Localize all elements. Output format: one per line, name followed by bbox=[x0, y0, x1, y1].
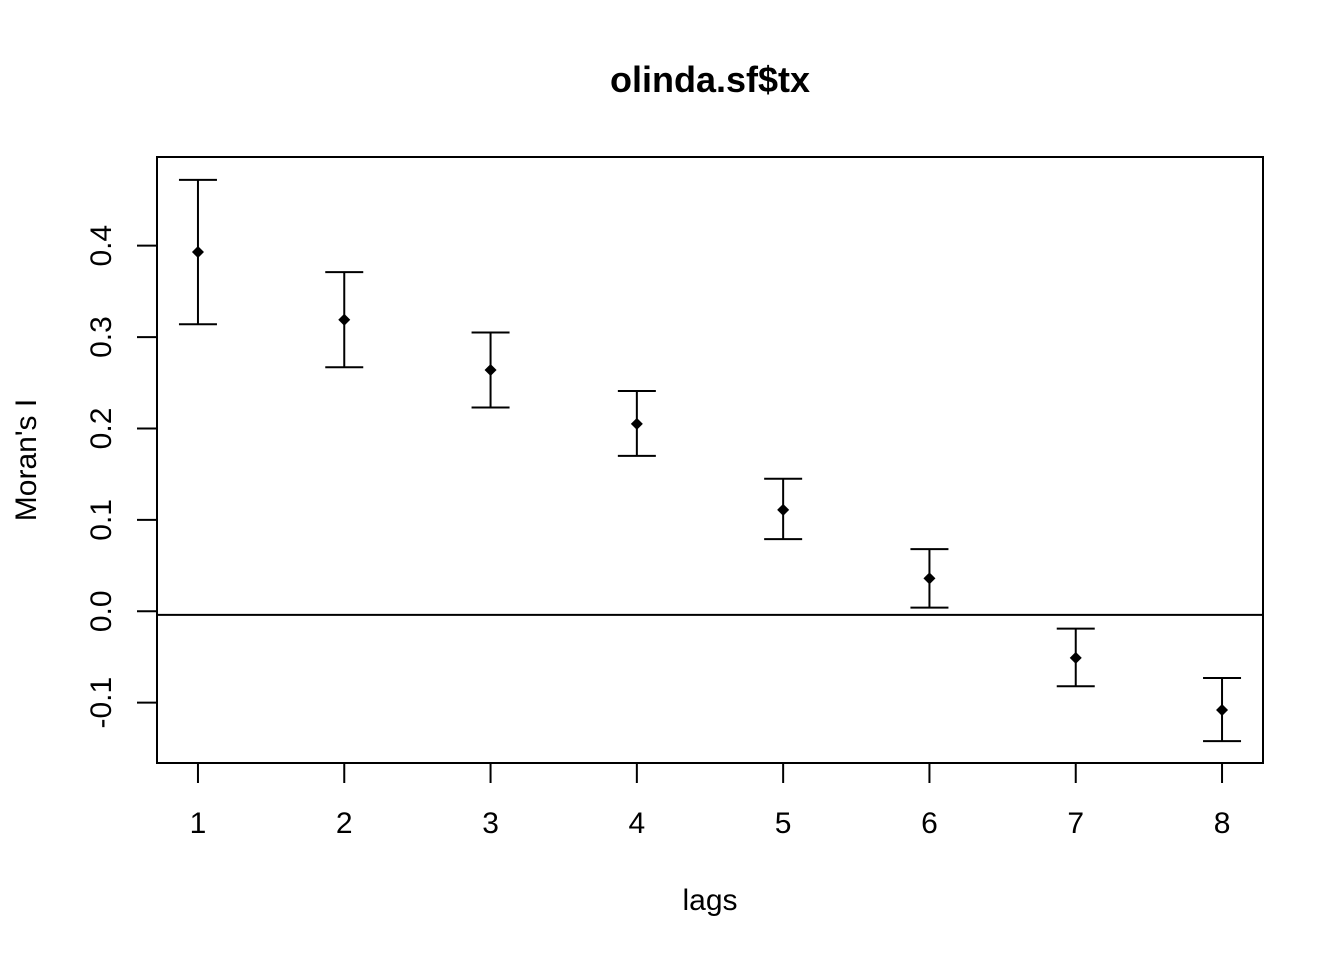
data-point bbox=[484, 363, 497, 376]
data-point bbox=[777, 503, 790, 516]
data-point bbox=[1216, 703, 1229, 716]
x-tick-label: 7 bbox=[1067, 807, 1084, 840]
x-axis-label: lags bbox=[682, 884, 737, 917]
x-tick-label: 4 bbox=[629, 807, 646, 840]
data-point bbox=[338, 313, 351, 326]
x-tick-label: 1 bbox=[190, 807, 207, 840]
point-layer bbox=[191, 246, 1229, 716]
error-bar-layer bbox=[178, 178, 1242, 743]
data-point bbox=[923, 572, 936, 585]
y-tick-label: 0.1 bbox=[85, 499, 118, 541]
data-point bbox=[630, 417, 643, 430]
chart-title: olinda.sf$tx bbox=[610, 59, 810, 100]
x-tick-label: 8 bbox=[1214, 807, 1231, 840]
y-tick-label: 0.2 bbox=[85, 408, 118, 450]
data-point bbox=[1069, 651, 1082, 664]
x-tick-label: 2 bbox=[336, 807, 353, 840]
y-axis-label: Moran's I bbox=[10, 399, 43, 521]
x-tick-label: 5 bbox=[775, 807, 792, 840]
y-tick-label: -0.1 bbox=[85, 677, 118, 729]
plot-frame bbox=[156, 156, 1264, 764]
x-tick-label: 6 bbox=[921, 807, 938, 840]
y-axis: -0.1 0.0 0.1 0.2 0.3 0.4 bbox=[85, 225, 157, 729]
y-tick-label: 0.0 bbox=[85, 590, 118, 632]
y-tick-label: 0.3 bbox=[85, 316, 118, 358]
y-tick-label: 0.4 bbox=[85, 225, 118, 267]
x-axis: 1 2 3 4 5 6 7 8 bbox=[190, 763, 1231, 840]
data-point bbox=[191, 246, 204, 259]
x-tick-label: 3 bbox=[482, 807, 499, 840]
